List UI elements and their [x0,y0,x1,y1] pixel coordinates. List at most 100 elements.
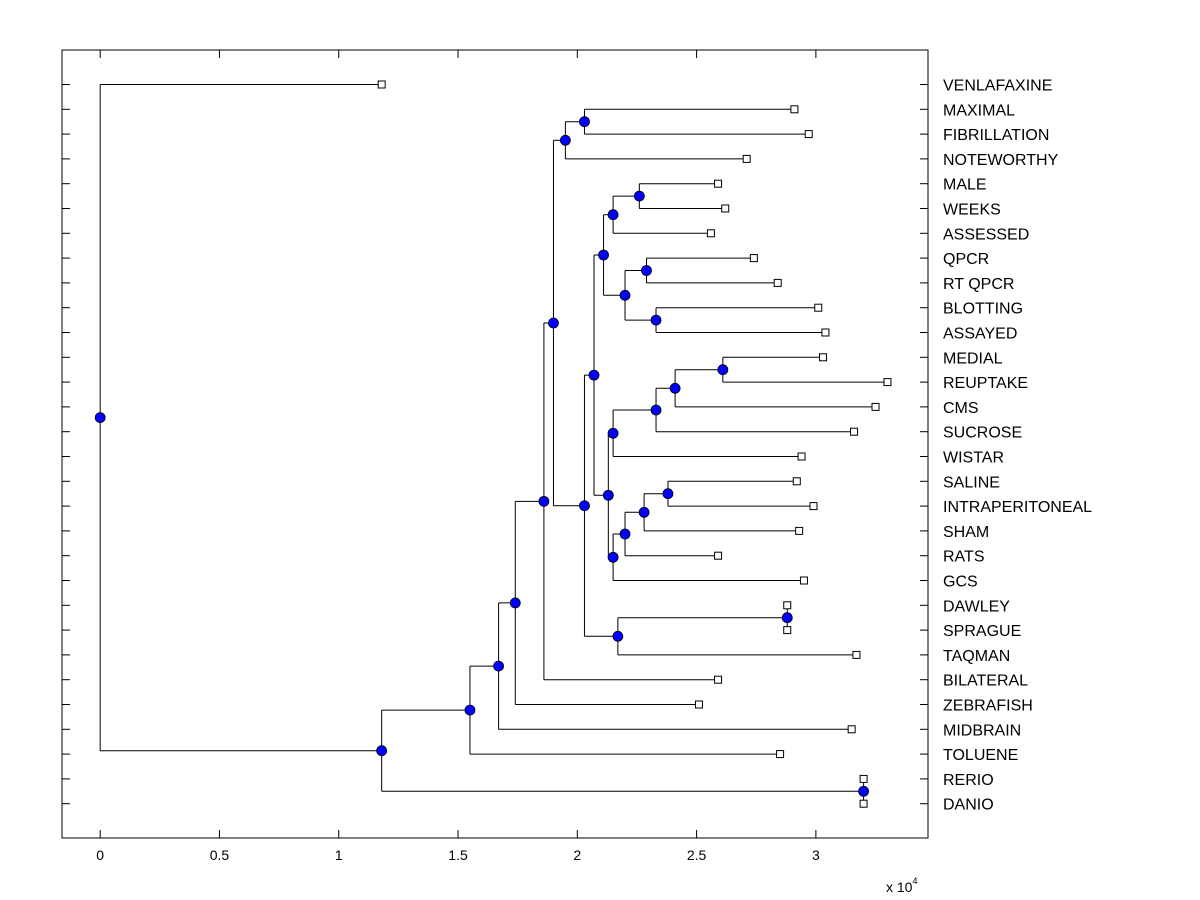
leaf-marker [790,105,799,114]
merge-node [548,317,559,329]
merge-node [94,412,106,424]
leaf-label: SHAM [943,524,989,541]
leaf-marker [883,378,892,387]
merge-node [662,488,674,500]
leaf-marker [859,799,868,808]
merge-node [598,249,609,261]
merge-node [538,495,550,507]
merge-node [717,364,729,376]
leaf-marker [749,254,758,263]
leaf-marker [799,576,808,585]
leaf-label: CMS [943,400,979,417]
leaf-label: TOLUENE [943,747,1018,764]
merge-node [493,660,504,672]
leaf-label: GCS [943,574,978,591]
plot-area [61,49,929,839]
merge-node [650,314,662,326]
x-tick-label: 3 [812,847,820,863]
merge-nodes [94,116,869,797]
merge-node [579,500,590,512]
merge-node [619,289,631,301]
leaf-marker [783,601,792,610]
leaf-label: SUCROSE [943,425,1022,442]
leaf-marker [819,353,828,362]
leaf-label: BLOTTING [943,301,1023,318]
merge-node [464,704,476,716]
merge-node [588,369,600,381]
leaf-markers [377,80,892,808]
x-tick-label: 1 [335,847,343,863]
leaf-label: DANIO [943,797,994,814]
leaf-label: INTRAPERITONEAL [943,499,1092,516]
leaf-marker [694,700,703,709]
leaf-marker [795,526,804,535]
leaf-marker [871,402,880,411]
merge-node [607,209,619,221]
merge-node [579,116,590,128]
x-axis: 0 0.5 1 1.5 2 2.5 3 [96,50,820,863]
x-tick-label: 2 [573,847,581,863]
merge-node [669,382,681,394]
leaf-marker [821,328,830,337]
leaf-marker [714,551,723,560]
merge-node [612,630,624,642]
leaf-label: WEEKS [943,202,1001,219]
leaf-label: REUPTAKE [943,375,1028,392]
leaf-marker [377,80,386,89]
x-tick-label: 0.5 [210,847,230,863]
leaf-label: VENLAFAXINE [943,78,1052,95]
leaf-marker [797,452,806,461]
merge-node [607,551,619,563]
leaf-marker [714,675,723,684]
leaf-marker [804,130,813,139]
leaf-label: ASSAYED [943,326,1017,343]
leaf-label: SPRAGUE [943,623,1021,640]
leaf-label: DAWLEY [943,598,1010,615]
leaf-label: ZEBRAFISH [943,698,1033,715]
x-scale-exponent: 4 [912,876,917,886]
leaf-label: FIBRILLATION [943,127,1049,144]
leaf-label: WISTAR [943,450,1004,467]
x-tick-label: 1.5 [448,847,468,863]
merge-node [641,265,652,276]
merge-node [633,190,645,202]
leaf-marker [721,204,730,213]
leaf-marker [776,750,785,759]
leaf-label: MIDBRAIN [943,722,1021,739]
leaf-label: BILATERAL [943,673,1028,690]
merge-node [559,134,571,146]
merge-node [650,404,662,416]
leaf-label: RERIO [943,772,994,789]
x-tick-label: 0 [96,847,104,863]
merge-node [509,597,521,609]
leaf-marker [814,303,823,312]
merge-node [638,506,650,518]
merge-node [602,489,614,501]
leaf-marker [714,179,723,188]
leaf-label: SALINE [943,474,1000,491]
leaf-marker [809,502,818,511]
leaf-label: MALE [943,177,987,194]
x-scale-label: x 104 [886,876,917,895]
leaf-label: MAXIMAL [943,102,1015,119]
leaf-marker [850,427,859,436]
y-ticks [62,84,928,805]
leaf-marker [792,477,801,486]
leaf-label: MEDIAL [943,350,1003,367]
leaf-label: ASSESSED [943,226,1029,243]
x-tick-label: 2.5 [687,847,707,863]
leaf-label: RATS [943,549,984,566]
leaf-label: QPCR [943,251,989,268]
leaf-label: NOTEWORTHY [943,152,1059,169]
merge-node [376,745,388,757]
merge-node [781,612,793,624]
merge-node [619,528,631,540]
leaf-marker [742,154,751,163]
leaf-label: RT QPCR [943,276,1014,293]
leaf-labels: VENLAFAXINE MAXIMAL FIBRILLATION NOTEWORTHY… [943,78,1092,814]
x-scale-base: x 10 [886,879,913,895]
leaf-marker [773,278,782,287]
leaf-marker [852,650,861,659]
leaf-label: TAQMAN [943,648,1010,665]
